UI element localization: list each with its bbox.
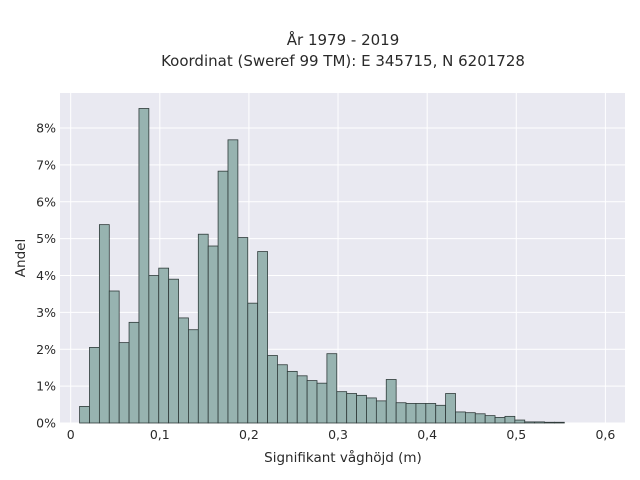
histogram-bar	[544, 421, 555, 424]
histogram-bar	[425, 403, 437, 424]
histogram-bar	[464, 412, 476, 424]
y-tick-label: 3%	[36, 305, 56, 320]
histogram-bar	[395, 402, 407, 424]
histogram-bar	[79, 406, 90, 424]
histogram-bar	[158, 267, 170, 424]
histogram-bar	[346, 393, 357, 424]
histogram-bar	[217, 170, 229, 424]
x-tick-label: 0	[67, 427, 75, 442]
y-tick-label: 2%	[36, 342, 56, 357]
histogram-bar	[128, 321, 140, 424]
histogram-bar	[435, 404, 447, 424]
histogram-bar	[197, 233, 209, 424]
histogram-bar	[375, 400, 387, 424]
histogram-bar	[524, 421, 536, 424]
histogram-bar	[534, 421, 545, 424]
y-tick-label: 6%	[36, 194, 56, 209]
chart-title-line-1: År 1979 - 2019	[287, 30, 400, 49]
histogram-bar	[484, 415, 496, 424]
histogram-bar	[445, 393, 456, 424]
histogram-bar	[267, 355, 278, 424]
x-axis-label: Signifikant våghöjd (m)	[264, 449, 422, 466]
y-tick-label: 7%	[36, 157, 56, 172]
y-tick-label: 4%	[36, 268, 56, 283]
y-tick-labels: 0% 1% 2% 3% 4% 5% 6% 7% 8%	[36, 121, 56, 431]
chart-title-line-2: Koordinat (Sweref 99 TM): E 345715, N 62…	[161, 52, 525, 70]
histogram-bar	[415, 403, 427, 424]
histogram-bar	[474, 413, 486, 424]
bars	[79, 108, 565, 424]
histogram-bar	[286, 370, 298, 424]
histogram-bar	[138, 108, 150, 424]
x-tick-labels: 0 0,1 0,2 0,3 0,4 0,5 0,6	[67, 427, 616, 442]
histogram-bar	[306, 380, 318, 424]
histogram-bar	[296, 375, 308, 424]
histogram-bar	[247, 302, 259, 424]
histogram-bar	[514, 419, 526, 424]
histogram-bar	[356, 394, 367, 424]
x-tick-label: 0,4	[417, 427, 437, 442]
y-tick-label: 8%	[36, 121, 56, 136]
histogram-bar	[227, 139, 239, 424]
y-tick-label: 1%	[36, 379, 56, 394]
histogram-bar	[148, 275, 160, 424]
histogram-bar	[366, 397, 377, 424]
histogram-bar	[168, 278, 179, 424]
x-tick-label: 0,5	[506, 427, 526, 442]
histogram-bar	[554, 421, 565, 424]
y-tick-label: 0%	[36, 416, 56, 431]
y-tick-label: 5%	[36, 231, 56, 246]
x-tick-label: 0,2	[239, 427, 259, 442]
x-tick-label: 0,6	[595, 427, 615, 442]
histogram-bar	[237, 237, 249, 424]
histogram-bar	[336, 391, 348, 424]
histogram-bar	[257, 251, 268, 424]
histogram-bar	[89, 347, 100, 424]
histogram-bar	[98, 224, 110, 424]
histogram-bar	[178, 317, 189, 424]
histogram-bar	[277, 364, 288, 424]
histogram-bar	[455, 411, 466, 424]
histogram-bar	[326, 353, 338, 424]
histogram-bar	[494, 417, 506, 424]
histogram-bar	[188, 329, 199, 424]
histogram-bar	[405, 403, 417, 424]
histogram-bar	[118, 342, 130, 424]
histogram-bar	[385, 379, 397, 424]
histogram-bar	[316, 382, 328, 424]
x-tick-label: 0,3	[328, 427, 348, 442]
y-axis-label: Andel	[13, 239, 29, 277]
histogram-bar	[207, 245, 219, 424]
x-tick-label: 0,1	[150, 427, 170, 442]
histogram-bar	[504, 415, 516, 424]
histogram-bar	[108, 290, 120, 424]
